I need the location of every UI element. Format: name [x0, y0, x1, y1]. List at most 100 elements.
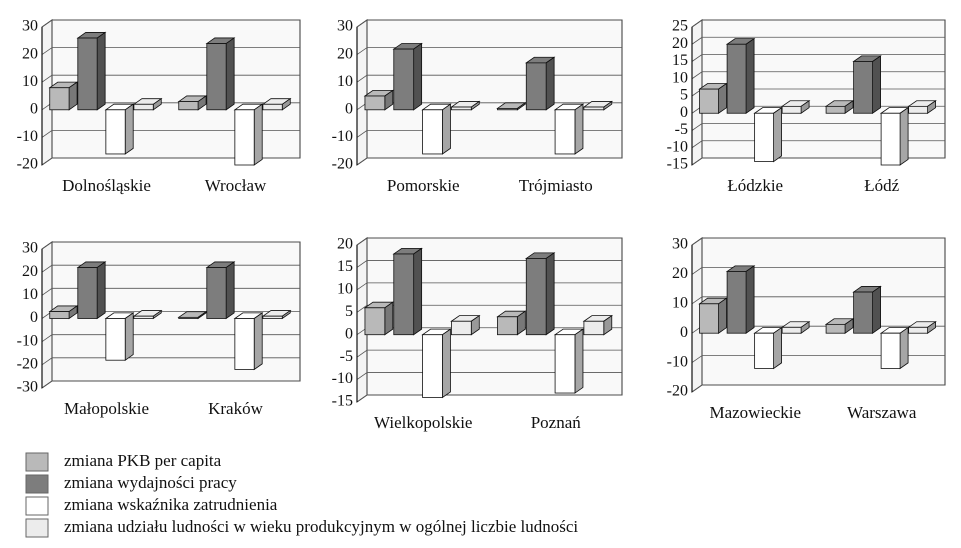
y-tick-label: 0	[30, 100, 38, 117]
grid-line	[691, 157, 945, 166]
bar-shade	[198, 311, 207, 319]
grid-line	[41, 157, 300, 166]
x-tick-label: Trójmiasto	[519, 176, 593, 195]
y-tick-label: -15	[667, 156, 688, 173]
bar-shade	[384, 90, 393, 110]
grid-line	[356, 129, 622, 138]
legend-swatch	[25, 518, 49, 538]
bar	[908, 105, 929, 114]
grid-line	[356, 237, 622, 246]
bar	[525, 258, 547, 336]
x-tick-label: Poznań	[531, 413, 582, 432]
bar	[880, 332, 901, 369]
y-tick-label: 10	[22, 73, 38, 90]
bar-shade	[746, 265, 755, 334]
bar	[583, 106, 605, 111]
y-tick-label: -20	[17, 156, 38, 173]
bar	[262, 103, 283, 111]
bar	[105, 318, 126, 361]
bar-shade	[254, 104, 263, 165]
y-tick-label: -10	[332, 128, 353, 145]
y-tick-label: 0	[680, 324, 688, 341]
y-tick-label: 20	[672, 265, 688, 282]
grid-line	[691, 54, 945, 62]
y-tick-label: 15	[337, 258, 353, 275]
bar	[393, 253, 415, 336]
bar-shade	[574, 104, 583, 154]
y-tick-label: 10	[672, 294, 688, 311]
bar-shade	[442, 104, 451, 154]
bar-shade	[801, 321, 810, 334]
bar	[451, 106, 472, 111]
y-tick-label: -5	[340, 348, 353, 365]
x-tick-label: Warszawa	[847, 403, 917, 422]
y-tick-label: 30	[672, 236, 688, 253]
grid-line	[691, 19, 945, 28]
y-tick-label: 10	[672, 69, 688, 86]
y-tick-label: -10	[17, 128, 38, 145]
y-tick-label: 20	[337, 45, 353, 62]
bar-shade	[603, 101, 612, 110]
y-tick-label: -30	[17, 379, 38, 396]
y-tick-label: 20	[672, 35, 688, 52]
grid-line	[41, 19, 300, 28]
y-tick-label: 0	[30, 309, 38, 326]
grid-line	[41, 129, 300, 138]
y-tick-label: 10	[22, 286, 38, 303]
bar-shade	[442, 329, 451, 398]
bar	[206, 43, 227, 111]
y-tick-label: 0	[345, 325, 353, 342]
bar	[234, 318, 255, 370]
bar-shade	[900, 107, 909, 165]
bar	[497, 108, 518, 111]
bar	[853, 61, 873, 114]
bar-shade	[927, 321, 936, 334]
y-tick-label: -10	[17, 332, 38, 349]
bar	[49, 311, 70, 319]
bar	[77, 267, 98, 319]
bar-shade	[872, 286, 881, 334]
y-tick-label: 20	[337, 236, 353, 253]
bar-shade	[69, 82, 78, 110]
bar-shade	[413, 43, 422, 110]
bar-shade	[927, 100, 936, 114]
legend-swatch	[25, 452, 49, 472]
bar-shade	[845, 318, 854, 334]
x-tick-label: Kraków	[208, 399, 263, 418]
legend-label: zmiana wydajności pracy	[64, 473, 237, 492]
bar	[825, 323, 846, 334]
x-tick-label: Pomorskie	[387, 176, 460, 195]
bar	[133, 315, 154, 319]
y-tick-label: -15	[332, 393, 353, 410]
grid-line	[356, 157, 622, 166]
x-tick-label: Małopolskie	[64, 399, 149, 418]
y-tick-label: -20	[332, 156, 353, 173]
bar-shade	[153, 310, 162, 319]
y-tick-label: 20	[22, 263, 38, 280]
bar	[699, 88, 719, 114]
bar-shade	[574, 329, 583, 394]
y-tick-label: 25	[672, 18, 688, 35]
y-tick-label: 30	[22, 240, 38, 257]
grid-line	[41, 380, 300, 389]
bar-shade	[801, 100, 810, 114]
bar-shade	[517, 311, 526, 335]
bar	[554, 334, 576, 394]
bar	[49, 87, 70, 111]
grid-line	[41, 241, 300, 250]
y-tick-label: 0	[345, 100, 353, 117]
bar-shade	[718, 298, 727, 334]
x-tick-label: Dolnośląskie	[62, 176, 151, 195]
bar	[178, 316, 199, 319]
bar	[726, 271, 747, 334]
bar-shade	[384, 302, 393, 335]
bar	[583, 320, 605, 336]
bar	[234, 109, 255, 166]
bar-shade	[282, 98, 291, 110]
bar-shade	[746, 38, 755, 114]
bar-shade	[546, 252, 555, 335]
bar-shade	[517, 102, 526, 110]
x-tick-label: Wrocław	[205, 176, 267, 195]
y-tick-label: 10	[337, 281, 353, 298]
